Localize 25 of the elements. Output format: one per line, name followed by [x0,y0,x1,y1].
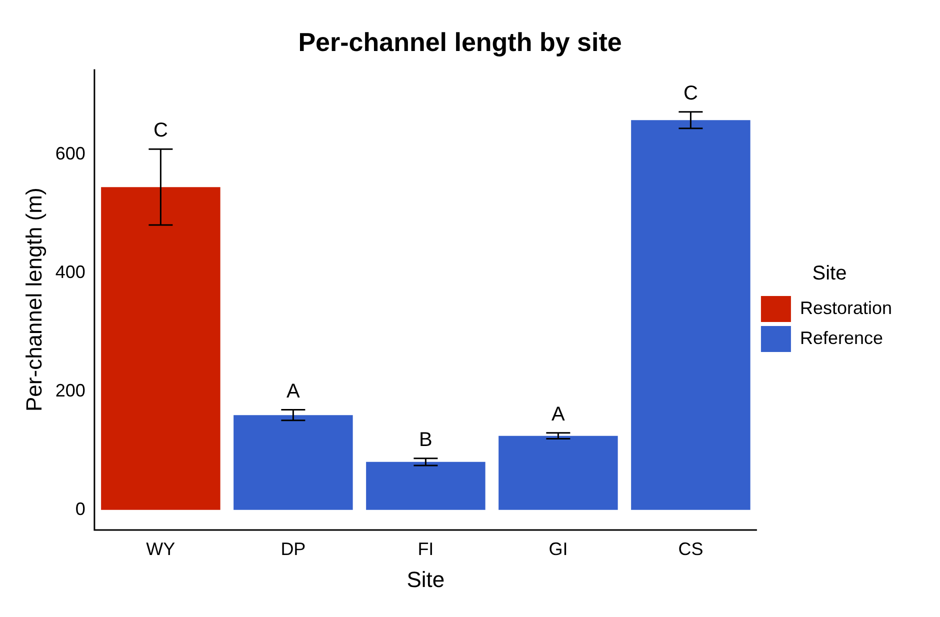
x-tick-label: DP [280,538,306,559]
bar [498,436,618,510]
annotation: A [286,380,301,402]
legend-label: Restoration [800,298,892,318]
legend-title: Site [812,262,847,285]
legend-label: Reference [800,328,884,348]
annotation: A [552,403,566,426]
annotation: B [419,428,432,451]
chart-title: Per-channel length by site [298,26,622,57]
y-axis-title: Per-channel length (m) [21,188,46,412]
x-tick-label: FI [418,538,434,559]
bar [234,415,353,510]
bar [101,187,220,510]
bar [631,120,750,510]
x-tick-label: CS [678,538,704,559]
annotation: C [153,120,168,142]
y-tick-label: 400 [55,262,86,282]
y-tick-label: 600 [55,143,86,164]
x-tick-label: WY [146,538,176,559]
x-tick-label: GI [548,538,568,559]
x-axis-title: Site [406,566,445,592]
y-tick-label: 0 [75,498,86,519]
annotation: C [683,82,698,104]
bar [366,462,486,510]
y-tick-label: 200 [55,380,86,400]
